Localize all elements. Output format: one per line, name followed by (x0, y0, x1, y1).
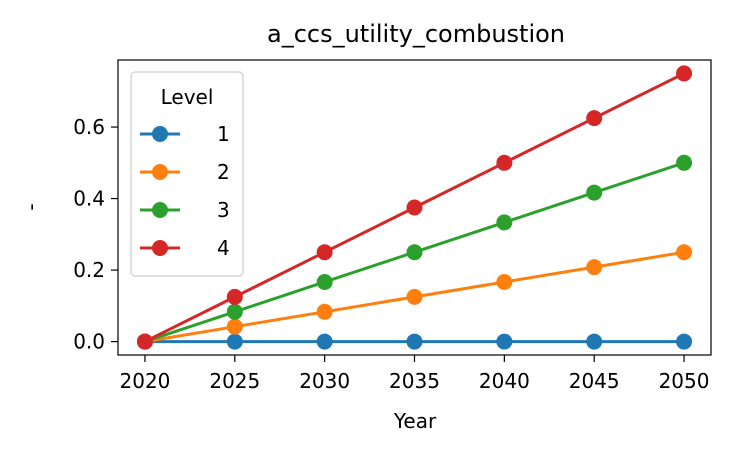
data-point-series-3 (496, 214, 513, 231)
y-tick-label: 0.6 (73, 115, 105, 139)
data-point-series-4 (586, 110, 603, 127)
x-tick-label: 2020 (120, 369, 171, 393)
data-point-series-3 (226, 303, 243, 320)
legend-title: Level (161, 85, 214, 109)
data-point-series-1 (406, 333, 423, 350)
x-tick-label: 2035 (389, 369, 440, 393)
y-tick-label: 0.4 (73, 187, 105, 211)
data-point-series-1 (316, 333, 333, 350)
legend-swatch-marker (152, 240, 168, 256)
x-tick-label: 2040 (479, 369, 530, 393)
data-point-series-3 (676, 154, 693, 171)
legend-swatch-marker (152, 164, 168, 180)
legend-entry-label: 1 (217, 122, 230, 146)
legend-swatch-marker (152, 202, 168, 218)
data-point-series-2 (676, 244, 693, 261)
x-tick-label: 2025 (209, 369, 260, 393)
data-point-series-4 (406, 199, 423, 216)
y-tick-label: 0.2 (73, 258, 105, 282)
plot-area: 2020 2025 2030 2035 2040 2045 2050 0.0 0.2 0.4 0.6 (73, 59, 712, 393)
data-point-series-4 (316, 244, 333, 261)
legend-entry-label: 3 (217, 198, 230, 222)
x-axis-label: Year (393, 409, 437, 433)
y-tick-label: 0.0 (73, 330, 105, 354)
legend-entry-label: 2 (217, 160, 230, 184)
legend-entry-label: 4 (217, 236, 230, 260)
data-point-series-3 (406, 244, 423, 261)
data-point-series-4 (496, 154, 513, 171)
data-point-series-2 (496, 273, 513, 290)
data-point-series-3 (586, 184, 603, 201)
data-point-series-4 (136, 333, 153, 350)
legend-box (130, 71, 244, 277)
data-point-series-1 (676, 333, 693, 350)
data-point-series-1 (226, 333, 243, 350)
data-point-series-2 (406, 288, 423, 305)
data-point-series-2 (586, 259, 603, 276)
data-point-series-1 (496, 333, 513, 350)
data-point-series-4 (226, 288, 243, 305)
data-point-series-1 (586, 333, 603, 350)
data-point-series-2 (226, 318, 243, 335)
data-point-series-2 (316, 303, 333, 320)
legend-swatch-marker (152, 126, 168, 142)
x-tick-label: 2045 (569, 369, 620, 393)
data-point-series-4 (676, 65, 693, 82)
data-point-series-3 (316, 273, 333, 290)
x-tick-label: 2030 (299, 369, 350, 393)
chart-title: a_ccs_utility_combustion (267, 20, 565, 48)
x-tick-label: 2050 (659, 369, 710, 393)
y-axis-label: - (19, 203, 43, 210)
